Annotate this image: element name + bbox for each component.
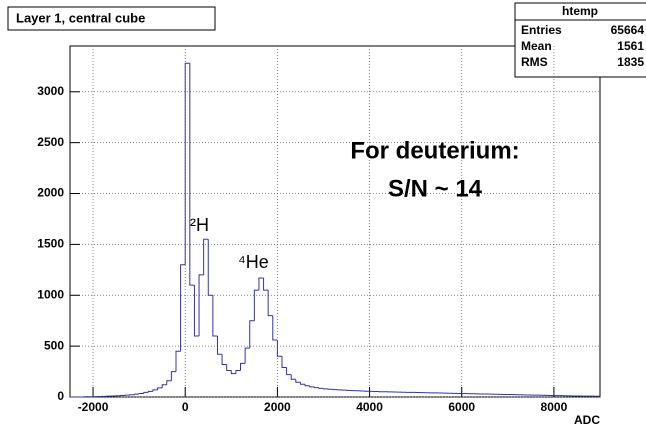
histogram-bin xyxy=(134,393,140,395)
stats-key: Entries xyxy=(521,23,562,37)
x-tick-label: 8000 xyxy=(541,400,568,414)
stats-value: 1561 xyxy=(617,39,644,53)
histogram-bin xyxy=(322,388,329,390)
histogram-bin xyxy=(276,340,282,357)
y-tick-label: 0 xyxy=(57,389,64,403)
x-tick-label: 2000 xyxy=(264,400,291,414)
stats-title: htemp xyxy=(562,4,598,18)
annotation: For deuterium: xyxy=(350,137,519,164)
histogram-bin xyxy=(143,391,149,394)
x-tick-label: 4000 xyxy=(356,400,383,414)
stats-key: Mean xyxy=(521,39,552,53)
histogram-bin xyxy=(166,380,172,385)
histogram-bin xyxy=(253,289,259,321)
histogram-bin xyxy=(152,389,158,392)
histogram-bin xyxy=(258,277,264,291)
histogram-bin xyxy=(180,264,186,352)
histogram-bin xyxy=(189,63,195,286)
histogram-bin xyxy=(138,392,144,395)
stats-box xyxy=(514,2,646,78)
histogram-bin xyxy=(267,290,273,317)
annotation: S/N ~ 14 xyxy=(388,175,483,202)
histogram-bin xyxy=(157,387,163,390)
histogram-bin xyxy=(221,354,227,365)
histogram-bin xyxy=(212,295,218,337)
stats-key: RMS xyxy=(521,55,548,69)
y-tick-label: 500 xyxy=(44,338,64,352)
histogram-bin xyxy=(244,347,250,364)
x-tick-label: 6000 xyxy=(448,400,475,414)
plot-frame xyxy=(69,45,601,398)
annotation: ²H xyxy=(190,215,209,235)
histogram-bin xyxy=(281,356,287,368)
histogram-bin xyxy=(299,382,306,385)
histogram-bin xyxy=(203,238,209,275)
y-tick-label: 3000 xyxy=(37,84,64,98)
histogram-bin xyxy=(235,370,241,374)
y-tick-label: 2500 xyxy=(37,135,64,149)
histogram-bin xyxy=(240,362,246,371)
histogram-bin xyxy=(263,277,269,291)
histogram-bin xyxy=(147,390,153,393)
histogram-bin xyxy=(193,285,200,337)
histogram-bin xyxy=(318,387,324,389)
title-box xyxy=(7,6,216,31)
histogram-bin xyxy=(161,384,167,388)
histogram-bin xyxy=(198,274,204,336)
x-axis-label: ADC xyxy=(574,413,600,427)
histogram-bin xyxy=(286,367,292,376)
histogram-bin xyxy=(295,379,301,383)
stats-value: 65664 xyxy=(611,23,645,37)
histogram-bin xyxy=(304,384,310,387)
y-tick-label: 1500 xyxy=(37,237,64,251)
histogram-bin xyxy=(184,62,190,265)
histogram-bin xyxy=(175,350,181,372)
histogram-bin xyxy=(309,385,315,388)
histogram-bin xyxy=(230,370,236,375)
x-tick-label: -2000 xyxy=(78,400,109,414)
chart-title: Layer 1, central cube xyxy=(16,10,145,25)
y-tick-label: 2000 xyxy=(37,186,64,200)
histogram-bin xyxy=(313,386,319,389)
histogram-bin xyxy=(249,320,255,349)
histogram-bin xyxy=(170,371,176,381)
x-tick-label: 0 xyxy=(182,400,189,414)
annotation: ⁴He xyxy=(238,252,269,272)
stats-value: 1835 xyxy=(617,55,644,69)
histogram-bin xyxy=(226,364,232,372)
histogram-bin xyxy=(216,335,223,355)
histogram-bin xyxy=(272,315,278,341)
histogram-bin xyxy=(207,239,213,296)
histogram-bin xyxy=(290,374,296,380)
y-tick-label: 1000 xyxy=(37,287,64,301)
